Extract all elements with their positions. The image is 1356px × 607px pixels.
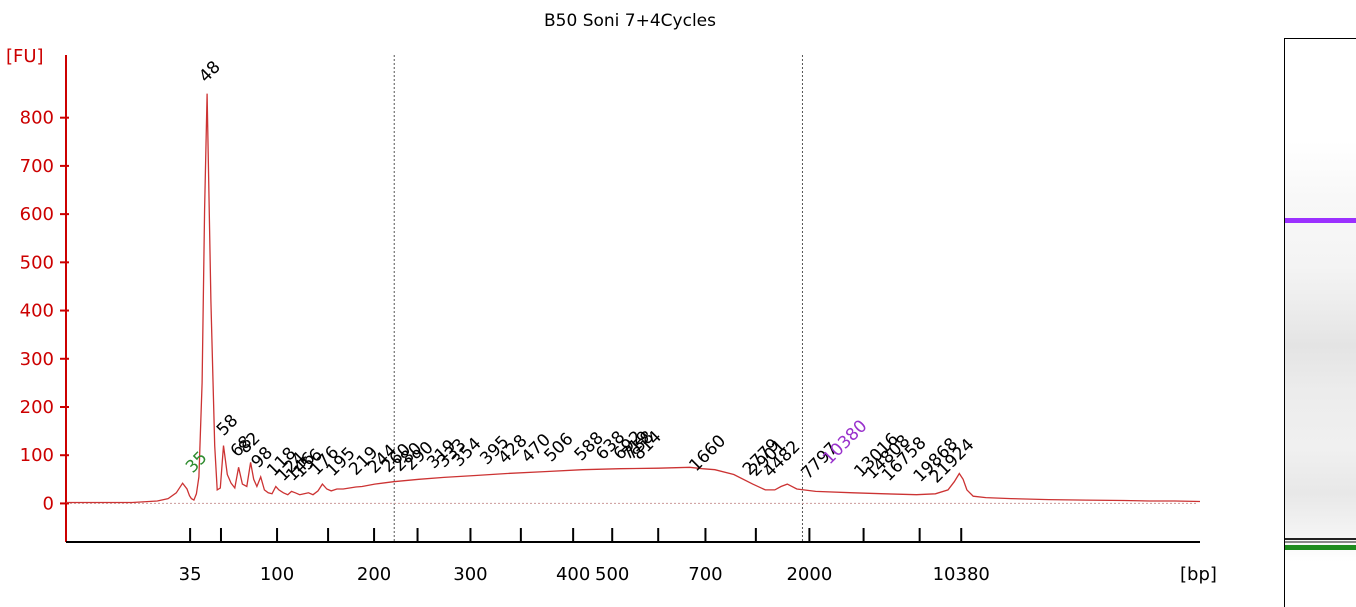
x-axis-label: [bp] bbox=[1180, 564, 1217, 585]
y-tick-label: 800 bbox=[20, 108, 54, 129]
y-axis-label: [FU] bbox=[6, 46, 44, 67]
y-tick-label: 500 bbox=[20, 252, 54, 273]
peak-label: 35 bbox=[182, 448, 211, 477]
gel-band bbox=[1285, 217, 1356, 223]
gel-band bbox=[1285, 541, 1356, 544]
peak-label: 506 bbox=[541, 429, 578, 466]
gel-band bbox=[1285, 545, 1356, 551]
x-tick-label: 400 bbox=[556, 564, 590, 585]
x-tick-label: 500 bbox=[595, 564, 629, 585]
gel-band bbox=[1285, 537, 1356, 540]
y-tick-label: 0 bbox=[43, 493, 54, 514]
dotted-reference-lines bbox=[66, 55, 1196, 542]
y-tick-label: 200 bbox=[20, 397, 54, 418]
x-tick-label: 300 bbox=[453, 564, 487, 585]
trace-layer bbox=[66, 93, 1201, 504]
x-tick-label: 10380 bbox=[933, 564, 990, 585]
y-tick-label: 100 bbox=[20, 445, 54, 466]
x-tick-label: 100 bbox=[260, 564, 294, 585]
y-tick-label: 700 bbox=[20, 156, 54, 177]
x-tick-label: 35 bbox=[179, 564, 202, 585]
gel-lane-image bbox=[1284, 38, 1356, 607]
x-tick-label: 2000 bbox=[786, 564, 832, 585]
chart-title: B50 Soni 7+4Cycles bbox=[544, 11, 716, 31]
trace-line bbox=[66, 93, 1201, 504]
peak-label: 48 bbox=[195, 57, 224, 86]
y-tick-label: 300 bbox=[20, 349, 54, 370]
x-tick-label: 700 bbox=[688, 564, 722, 585]
x-tick-label: 200 bbox=[357, 564, 391, 585]
y-tick-label: 600 bbox=[20, 204, 54, 225]
y-tick-label: 400 bbox=[20, 301, 54, 322]
peak-label-layer: 3548586882981181241461561761952192442602… bbox=[182, 57, 978, 487]
